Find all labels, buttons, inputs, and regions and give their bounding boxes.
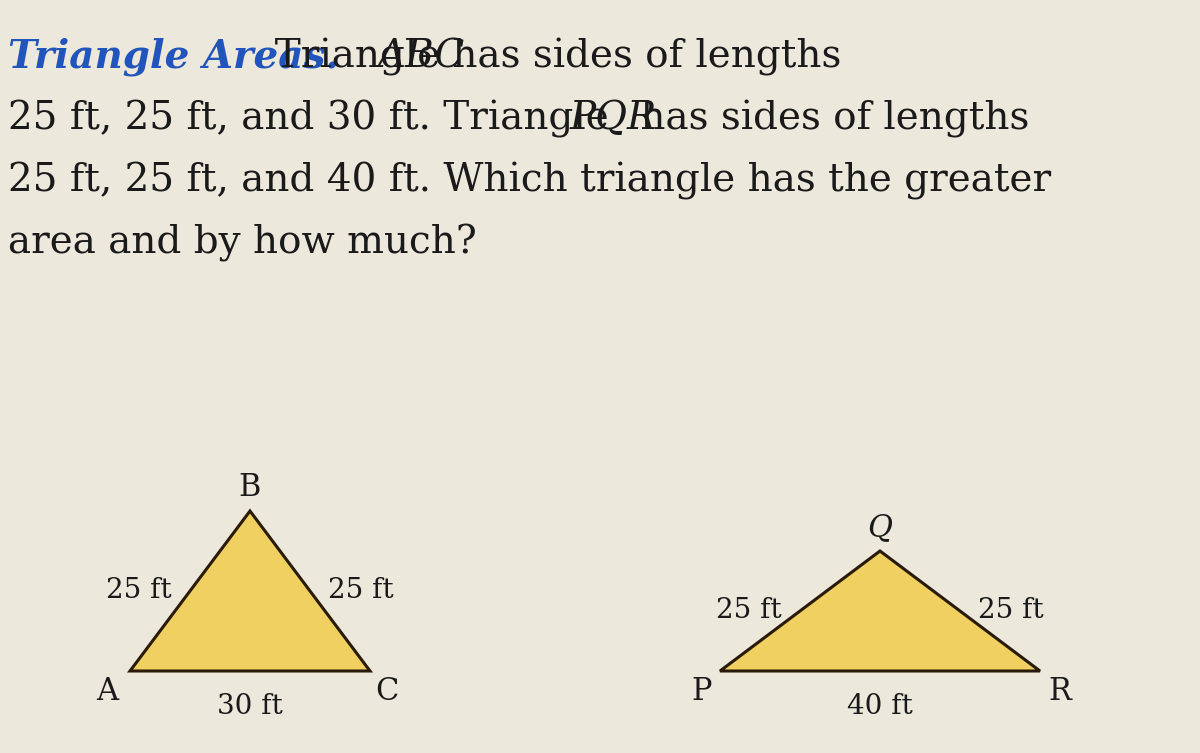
Text: 25 ft, 25 ft, and 30 ft. Triangle: 25 ft, 25 ft, and 30 ft. Triangle bbox=[8, 100, 622, 138]
Text: ABC: ABC bbox=[378, 38, 466, 75]
Text: 25 ft: 25 ft bbox=[978, 597, 1044, 624]
Text: P: P bbox=[691, 676, 712, 707]
Text: PQR: PQR bbox=[570, 100, 658, 137]
Text: 25 ft: 25 ft bbox=[328, 578, 394, 605]
Text: B: B bbox=[239, 472, 262, 503]
Polygon shape bbox=[130, 511, 370, 671]
Text: area and by how much?: area and by how much? bbox=[8, 224, 476, 262]
Text: C: C bbox=[374, 676, 398, 707]
Text: 25 ft: 25 ft bbox=[107, 578, 172, 605]
Text: has sides of lengths: has sides of lengths bbox=[628, 100, 1030, 138]
Text: R: R bbox=[1048, 676, 1070, 707]
Polygon shape bbox=[720, 551, 1040, 671]
Text: 40 ft: 40 ft bbox=[847, 693, 913, 720]
Text: Triangle Areas.: Triangle Areas. bbox=[8, 38, 338, 77]
Text: Q: Q bbox=[868, 512, 893, 543]
Text: has sides of lengths: has sides of lengths bbox=[440, 38, 841, 76]
Text: 25 ft: 25 ft bbox=[716, 597, 782, 624]
Text: Triangle: Triangle bbox=[250, 38, 452, 76]
Text: 30 ft: 30 ft bbox=[217, 693, 283, 720]
Text: 25 ft, 25 ft, and 40 ft. Which triangle has the greater: 25 ft, 25 ft, and 40 ft. Which triangle … bbox=[8, 162, 1051, 200]
Text: A: A bbox=[96, 676, 118, 707]
